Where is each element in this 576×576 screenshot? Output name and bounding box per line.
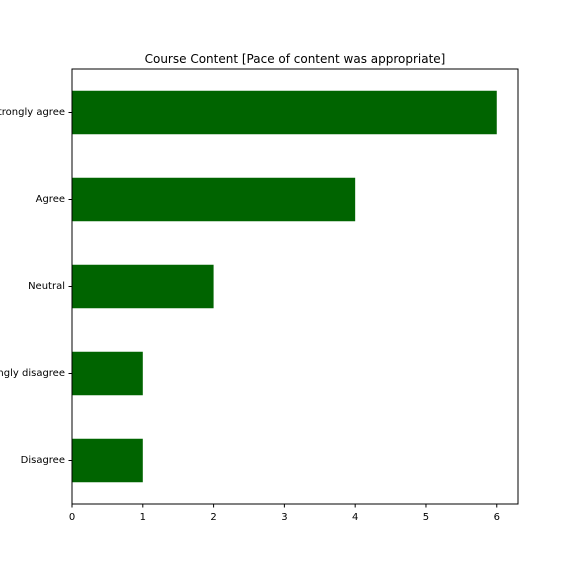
x-tick-label: 5: [423, 512, 429, 523]
y-tick-label: Disagree: [21, 455, 65, 466]
chart-title: Course Content [Pace of content was appr…: [145, 52, 446, 66]
bars-group: [72, 90, 497, 483]
x-axis: 0 1 2 3 4 5 6: [69, 504, 500, 523]
x-tick-label: 0: [69, 512, 75, 523]
bar-agree: [72, 177, 356, 222]
bar-strongly-agree: [72, 90, 497, 135]
bar-neutral: [72, 264, 214, 309]
y-tick-label: Neutral: [28, 281, 65, 292]
x-tick-label: 3: [281, 512, 287, 523]
y-axis: Strongly agree Agree Neutral Strongly disag…: [0, 107, 72, 466]
bar-disagree: [72, 438, 143, 483]
y-tick-label: Strongly agree: [0, 107, 65, 118]
x-tick-label: 6: [494, 512, 500, 523]
x-tick-label: 2: [210, 512, 216, 523]
y-tick-label: Strongly disagree: [0, 368, 65, 379]
bar-strongly-disagree: [72, 351, 143, 396]
x-tick-label: 1: [140, 512, 146, 523]
y-tick-label: Agree: [36, 194, 65, 205]
x-tick-label: 4: [352, 512, 358, 523]
